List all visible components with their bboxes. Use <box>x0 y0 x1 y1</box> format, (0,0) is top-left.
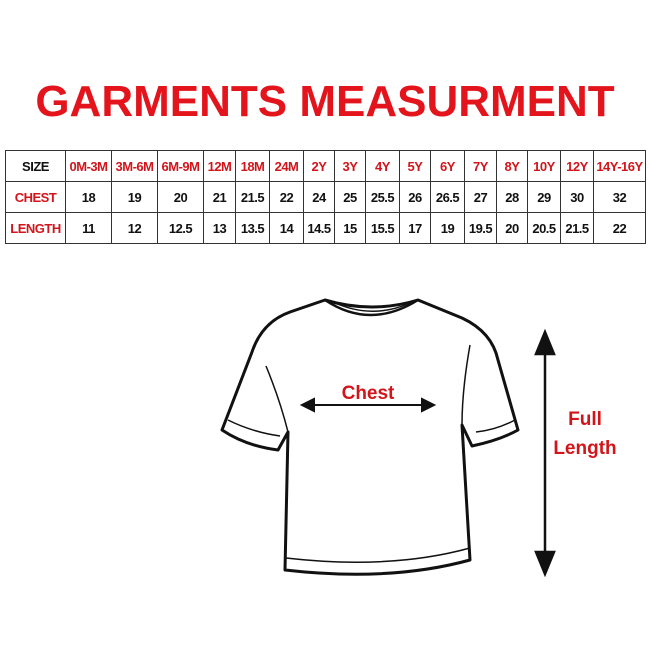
value-cell: 22 <box>593 212 646 244</box>
size-header-cell: 8Y <box>496 150 528 182</box>
value-cell: 14.5 <box>303 212 335 244</box>
value-cell: 13.5 <box>235 212 270 244</box>
size-header-cell: 0M-3M <box>65 150 112 182</box>
value-cell: 26 <box>399 181 431 213</box>
size-header-cell: 3Y <box>334 150 366 182</box>
size-header-cell: 12M <box>203 150 236 182</box>
full-length-label-line2: Length <box>553 438 617 459</box>
page-title: GARMENTS MEASURMENT <box>35 77 615 126</box>
size-label: SIZE <box>5 150 66 182</box>
value-cell: 15 <box>334 212 366 244</box>
value-cell: 21.5 <box>235 181 270 213</box>
size-header-cell: 7Y <box>464 150 497 182</box>
size-header-cell: 5Y <box>399 150 431 182</box>
value-cell: 15.5 <box>365 212 400 244</box>
value-cell: 32 <box>593 181 646 213</box>
value-cell: 28 <box>496 181 528 213</box>
value-cell: 12.5 <box>157 212 204 244</box>
size-header-cell: 6Y <box>430 150 465 182</box>
value-cell: 19 <box>111 181 158 213</box>
full-length-label-line1: Full <box>568 409 602 430</box>
header-row: SIZE 0M-3M 3M-6M 6M-9M 12M 18M 24M 2Y 3Y 4Y 5Y 6Y 7Y… <box>5 150 646 182</box>
value-cell: 25.5 <box>365 181 400 213</box>
value-cell: 12 <box>111 212 158 244</box>
chest-arrow <box>299 397 437 413</box>
table-row: LENGTH 11 12 12.5 13 13.5 14 14.5 15 15.5 17 19 19.5… <box>5 212 646 244</box>
size-header-cell: 3M-6M <box>111 150 158 182</box>
value-cell: 13 <box>203 212 236 244</box>
value-cell: 20 <box>496 212 528 244</box>
row-label: LENGTH <box>5 212 66 244</box>
length-arrow <box>534 328 556 578</box>
tshirt-outline <box>220 298 520 576</box>
chest-label: Chest <box>341 383 395 404</box>
value-cell: 26.5 <box>430 181 465 213</box>
value-cell: 19.5 <box>464 212 497 244</box>
value-cell: 20.5 <box>527 212 561 244</box>
size-header-cell: 14Y-16Y <box>593 150 646 182</box>
size-header-cell: 4Y <box>365 150 400 182</box>
value-cell: 17 <box>399 212 431 244</box>
value-cell: 21 <box>203 181 236 213</box>
measurement-table: SIZE 0M-3M 3M-6M 6M-9M 12M 18M 24M 2Y 3Y 4Y 5Y 6Y 7Y… <box>5 150 646 244</box>
row-label: CHEST <box>5 181 66 213</box>
size-header-cell: 24M <box>269 150 304 182</box>
